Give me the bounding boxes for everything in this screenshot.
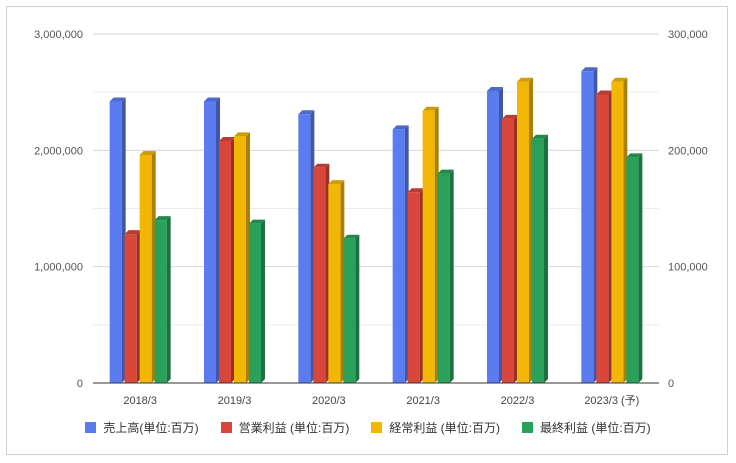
bar-top [234, 132, 250, 137]
bar-top [626, 153, 643, 158]
bar-top [109, 97, 126, 102]
bar [626, 157, 639, 383]
bar-top [328, 180, 345, 185]
legend-item[interactable]: 最終利益 (単位:百万) [522, 419, 651, 436]
y-left-tick-label: 2,000,000 [34, 145, 83, 157]
legend-swatch [371, 422, 383, 433]
bar [234, 136, 246, 383]
y-left-tick-label: 1,000,000 [34, 262, 83, 274]
bar [204, 101, 216, 384]
x-tick-label: 2023/3 (予) [584, 394, 639, 407]
legend-label: 最終利益 (単位:百万) [540, 421, 651, 435]
x-tick-label: 2020/3 [312, 395, 346, 407]
y-right-tick-label: 300,000 [668, 29, 708, 41]
bar-top [313, 163, 330, 168]
bar-top [611, 77, 628, 82]
legend-label: 営業利益 (単位:百万) [238, 421, 350, 435]
x-tick-label: 2019/3 [218, 395, 252, 407]
chart-legend: 売上高(単位:百万) 営業利益 (単位:百万) 経常利益 (単位:百万) 最終利益 (… [7, 419, 729, 436]
bar-top [154, 216, 171, 221]
bar [581, 71, 594, 383]
bar [343, 238, 356, 383]
bar-top [407, 188, 424, 193]
bar-side [638, 153, 643, 383]
bar-top [596, 90, 613, 95]
bar [422, 110, 435, 383]
legend-item[interactable]: 営業利益 (単位:百万) [220, 419, 350, 436]
bar-top [298, 110, 315, 115]
legend-label: 売上高(単位:百万) [103, 421, 199, 435]
bar [392, 129, 405, 383]
y-left-tick-label: 0 [77, 378, 83, 390]
legend-swatch [522, 422, 533, 433]
bar [109, 101, 122, 384]
chart-frame: 0 1,000,000 2,000,000 3,000,000 0 100,000 200,… [6, 6, 728, 455]
bar-top [532, 134, 548, 139]
bar-side [166, 216, 171, 383]
bar-side [261, 219, 265, 383]
bar-top [581, 67, 598, 72]
bar-top [249, 219, 265, 224]
bar-top [139, 150, 156, 155]
bar-side [544, 134, 548, 383]
bar [124, 234, 137, 383]
bar-side [449, 169, 454, 383]
bar [154, 220, 167, 383]
x-tick-label: 2022/3 [501, 395, 535, 407]
bar [219, 141, 231, 383]
bar-side [355, 234, 360, 383]
bar-top [343, 234, 360, 239]
y-right-tick-label: 0 [668, 378, 674, 390]
y-right-tick-label: 100,000 [668, 262, 708, 274]
bar [611, 81, 624, 384]
bar [517, 81, 529, 384]
bar-top [219, 137, 235, 142]
x-tick-label: 2021/3 [406, 395, 440, 407]
bar-top [392, 125, 409, 130]
legend-item[interactable]: 売上高(単位:百万) [85, 419, 199, 436]
y-right-tick-label: 200,000 [668, 145, 708, 157]
bar-top [437, 169, 454, 174]
bar-top [502, 114, 518, 119]
chart-area: 0 1,000,000 2,000,000 3,000,000 0 100,000 200,… [34, 29, 708, 407]
bar [502, 118, 514, 383]
legend-item[interactable]: 経常利益 (単位:百万) [371, 419, 500, 436]
bar [437, 173, 450, 383]
bar [487, 91, 499, 384]
bar [139, 154, 152, 383]
bar-top [517, 77, 533, 82]
bar [249, 223, 261, 383]
bar-top [124, 230, 141, 235]
legend-label: 経常利益 (単位:百万) [389, 421, 500, 435]
bar-top [204, 97, 220, 102]
legend-swatch [85, 422, 97, 433]
bar [328, 184, 341, 383]
bar-top [422, 106, 439, 111]
x-tick-label: 2018/3 [123, 395, 157, 407]
legend-swatch [220, 422, 232, 433]
y-left-tick-label: 3,000,000 [34, 29, 83, 41]
bar-top [487, 87, 503, 92]
bar [407, 192, 420, 383]
bar [596, 94, 609, 383]
bar [298, 114, 311, 384]
bar [532, 138, 544, 383]
bar [313, 167, 326, 383]
